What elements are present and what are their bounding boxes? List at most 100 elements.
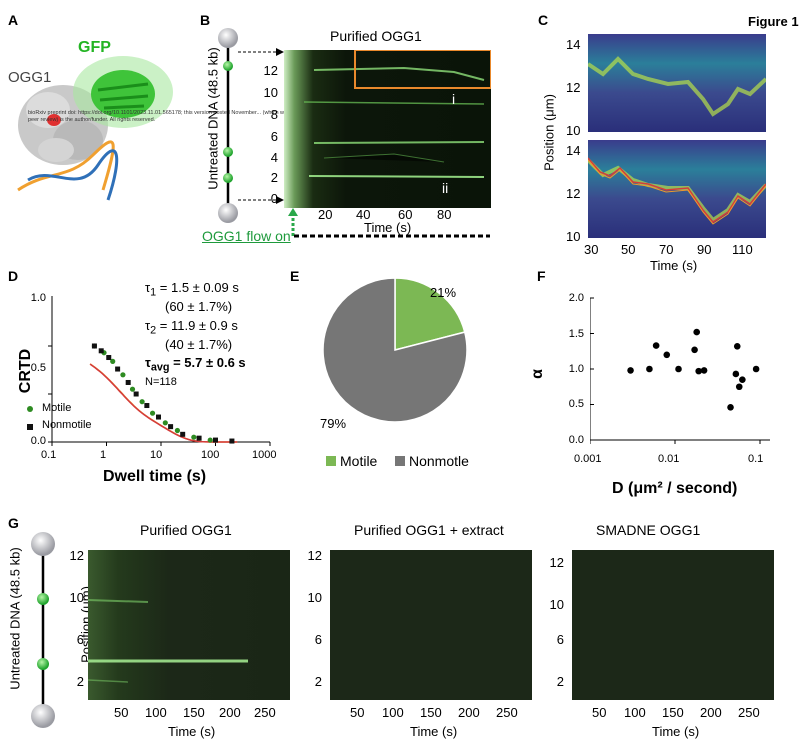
d-ytick-1: 1.0 <box>30 292 46 304</box>
d-xtick-1: 1 <box>100 449 107 461</box>
b-ytick-4: 4 <box>270 150 278 165</box>
g3-xtick-100: 100 <box>624 705 646 720</box>
f-ytick-2.0: 2.0 <box>568 292 584 304</box>
d-xtick-0.1: 0.1 <box>41 449 57 461</box>
gfp-structure <box>73 56 173 128</box>
c-ytick-top-12: 12 <box>566 80 581 95</box>
f-ytick-0.5: 0.5 <box>568 398 584 410</box>
panel-f-label: F <box>537 268 546 284</box>
d-tauavg: τavg = 5.7 ± 0.6 s <box>145 355 246 374</box>
g-title-3: SMADNE OGG1 <box>596 522 701 538</box>
g1-xtick-150: 150 <box>183 705 205 720</box>
g3-xtick-250: 250 <box>738 705 760 720</box>
d-tau2-symbol: τ <box>145 318 151 333</box>
g2-ytick-2: 2 <box>314 674 322 689</box>
panel-d-label: D <box>8 268 19 284</box>
e-legend-motile: Motile <box>340 453 378 469</box>
d-xtick-1000: 1000 <box>252 449 277 461</box>
d-ytick-0: 0.0 <box>30 435 46 447</box>
f-ylabel: α <box>529 369 546 379</box>
f-point <box>652 342 660 349</box>
g3-xtick-150: 150 <box>662 705 684 720</box>
c-xtick-110: 110 <box>732 242 753 257</box>
g3-xtick-50: 50 <box>592 705 607 720</box>
d-xtick-100: 100 <box>201 449 220 461</box>
ogg1-label: OGG1 <box>8 69 51 86</box>
dna-helix <box>17 140 119 201</box>
g3-ytick-10: 10 <box>549 597 564 612</box>
c-xtick-90: 90 <box>697 242 712 257</box>
d-legend-motile: Motile <box>42 402 72 414</box>
g1-xlabel: Time (s) <box>168 724 216 739</box>
b-ytick-6: 6 <box>270 129 278 144</box>
d-point-nonmotile <box>133 391 139 397</box>
g2-ytick-12: 12 <box>307 548 322 563</box>
c-xlabel: Time (s) <box>650 258 698 273</box>
c-ylabel: Position (μm) <box>541 94 557 171</box>
roi-label-i: i <box>452 91 456 107</box>
g-title-1: Purified OGG1 <box>140 522 232 538</box>
g2-ytick-10: 10 <box>307 590 322 605</box>
g2-xtick-250: 250 <box>496 705 518 720</box>
d-point-motile <box>174 427 181 434</box>
c-ytick-bottom-10: 10 <box>566 229 581 244</box>
kymograph-c-bottom <box>588 140 766 238</box>
b-xtick-60: 60 <box>398 207 413 222</box>
d-tau1-symbol: τ <box>145 280 151 295</box>
d-tau1-value: = 1.5 ± 0.09 s <box>156 280 239 295</box>
b-xlabel: Time (s) <box>364 220 412 235</box>
g-dna-schematic <box>31 532 55 728</box>
d-tauavg-sub: avg <box>150 361 170 374</box>
f-point <box>693 328 700 336</box>
d-n: N=118 <box>145 376 177 388</box>
b-ytick-8: 8 <box>270 107 278 122</box>
g1-ytick-10: 10 <box>69 590 84 605</box>
d-point-motile <box>149 410 156 416</box>
g2-xlabel: Time (s) <box>410 724 458 739</box>
b-ytick-12: 12 <box>263 63 278 78</box>
d-point-motile <box>129 386 136 392</box>
g2-xtick-200: 200 <box>458 705 480 720</box>
d-xtick-10: 10 <box>150 449 163 461</box>
g3-ytick-12: 12 <box>549 555 564 570</box>
g1-xtick-100: 100 <box>145 705 167 720</box>
roi-label-ii: ii <box>442 180 449 196</box>
g1-xtick-250: 250 <box>254 705 276 720</box>
e-label-nonmotile-pct: 79% <box>320 416 347 431</box>
f-xtick-0.1: 0.1 <box>748 453 764 465</box>
d-tau1-pct: (60 ± 1.7%) <box>165 299 233 314</box>
d-tau2-pct: (40 ± 1.7%) <box>165 337 233 352</box>
d-tauavg-value: = 5.7 ± 0.6 s <box>169 355 246 370</box>
d-point-motile <box>120 372 126 378</box>
d-legend-nonmotile: Nonmotile <box>42 419 92 431</box>
g3-ytick-6: 6 <box>556 632 564 647</box>
g3-ytick-2: 2 <box>556 674 564 689</box>
roi-box-i <box>354 50 491 89</box>
f-ytick-1.0: 1.0 <box>568 363 584 375</box>
kymograph-b <box>284 50 491 208</box>
g1-ytick-12: 12 <box>69 548 84 563</box>
f-point <box>695 367 702 375</box>
panel-a-label: A <box>8 12 19 28</box>
panel-g-label: G <box>8 515 19 531</box>
d-point-nonmotile <box>180 431 186 437</box>
panel-f-chart <box>590 297 770 444</box>
g1-xtick-200: 200 <box>219 705 241 720</box>
g2-xtick-50: 50 <box>350 705 365 720</box>
b-ytick-10: 10 <box>263 85 278 100</box>
f-point <box>627 367 634 374</box>
panel-c-label: C <box>538 12 549 28</box>
panel-d-chart <box>27 296 271 446</box>
d-point-nonmotile <box>229 438 235 444</box>
b-xtick-20: 20 <box>318 207 333 222</box>
b-xtick-40: 40 <box>356 207 371 222</box>
f-point <box>646 365 653 373</box>
c-ytick-top-10: 10 <box>566 123 581 138</box>
g-kymograph-2 <box>330 550 532 700</box>
g-kymograph-3 <box>572 550 774 700</box>
d-legend-nonmotile-marker <box>27 424 33 430</box>
f-point <box>735 383 743 391</box>
g1-xtick-50: 50 <box>114 705 129 720</box>
g2-xtick-100: 100 <box>382 705 404 720</box>
e-legend-nonmotile-swatch <box>395 456 405 466</box>
